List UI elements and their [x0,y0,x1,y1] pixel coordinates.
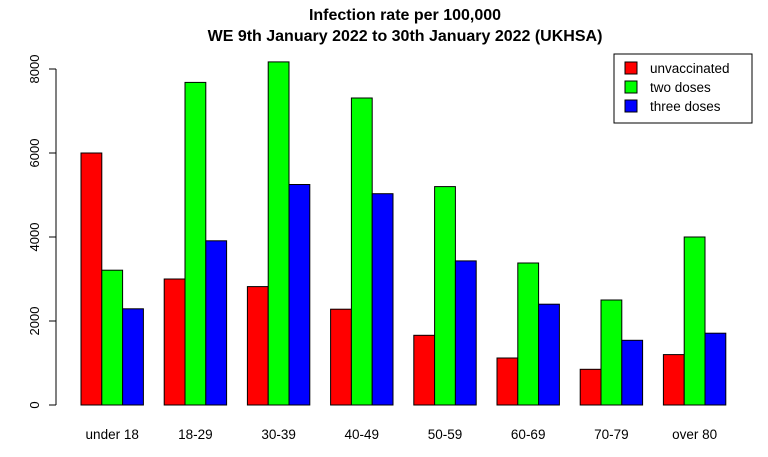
chart-subtitle: WE 9th January 2022 to 30th January 2022… [208,28,603,45]
x-label-30-39: 30-39 [261,427,296,442]
bar-unvaccinated-40-49 [330,308,352,406]
bar-two-doses-50-59 [434,186,456,406]
x-label-40-49: 40-49 [345,427,380,442]
x-axis-labels: under 18 18-29 30-39 40-49 50-59 60-69 70-79 ov… [86,427,718,442]
bar-three-doses-40-49 [371,193,394,406]
bar-unvaccinated-30-39 [246,286,269,406]
chart-title: Infection rate per 100,000 [309,7,501,24]
x-label-18-29: 18-29 [178,427,213,442]
bar-unvaccinated-18-29 [163,278,186,406]
bar-unvaccinated-50-59 [413,334,436,406]
legend-swatch-two-doses [624,80,638,94]
bar-three-doses-30-39 [288,184,311,406]
bar-unvaccinated-70-79 [579,368,602,406]
legend-label-three-doses: three doses [650,99,721,114]
bar-two-doses-over-80 [683,236,706,406]
bar-three-doses-70-79 [621,339,644,406]
bar-three-doses-50-59 [454,260,477,406]
bar-two-doses-30-39 [267,61,290,406]
legend-swatch-three-doses [624,99,638,113]
bar-unvaccinated-60-69 [496,357,519,406]
bar-two-doses-40-49 [350,97,373,406]
x-label-over-80: over 80 [672,427,717,442]
y-tick-label-6000: 6000 [27,139,42,168]
x-label-70-79: 70-79 [594,427,629,442]
bar-unvaccinated-under-18 [80,152,103,406]
bar-two-doses-60-69 [517,262,540,406]
bar-three-doses-over-80 [704,332,727,406]
legend-label-two-doses: two doses [650,80,711,95]
bar-three-doses-18-29 [205,240,228,406]
x-label-under-18: under 18 [86,427,139,442]
x-label-60-69: 60-69 [511,427,546,442]
bars-group [80,61,727,406]
bar-two-doses-18-29 [184,81,207,406]
bar-two-doses-70-79 [600,299,623,406]
bar-two-doses-under-18 [101,269,124,406]
y-axis: 0 2000 4000 6000 8000 [27,55,57,409]
y-tick-label-4000: 4000 [27,223,42,252]
legend-swatch-unvaccinated [624,61,638,75]
legend-label-unvaccinated: unvaccinated [650,61,730,76]
legend: unvaccinated two doses three doses [613,53,753,124]
y-tick-label-0: 0 [27,401,42,408]
bar-three-doses-under-18 [122,308,144,406]
bar-unvaccinated-over-80 [662,354,685,406]
x-label-50-59: 50-59 [428,427,463,442]
bar-three-doses-60-69 [538,303,560,406]
y-tick-label-8000: 8000 [27,55,42,84]
y-tick-label-2000: 2000 [27,307,42,336]
